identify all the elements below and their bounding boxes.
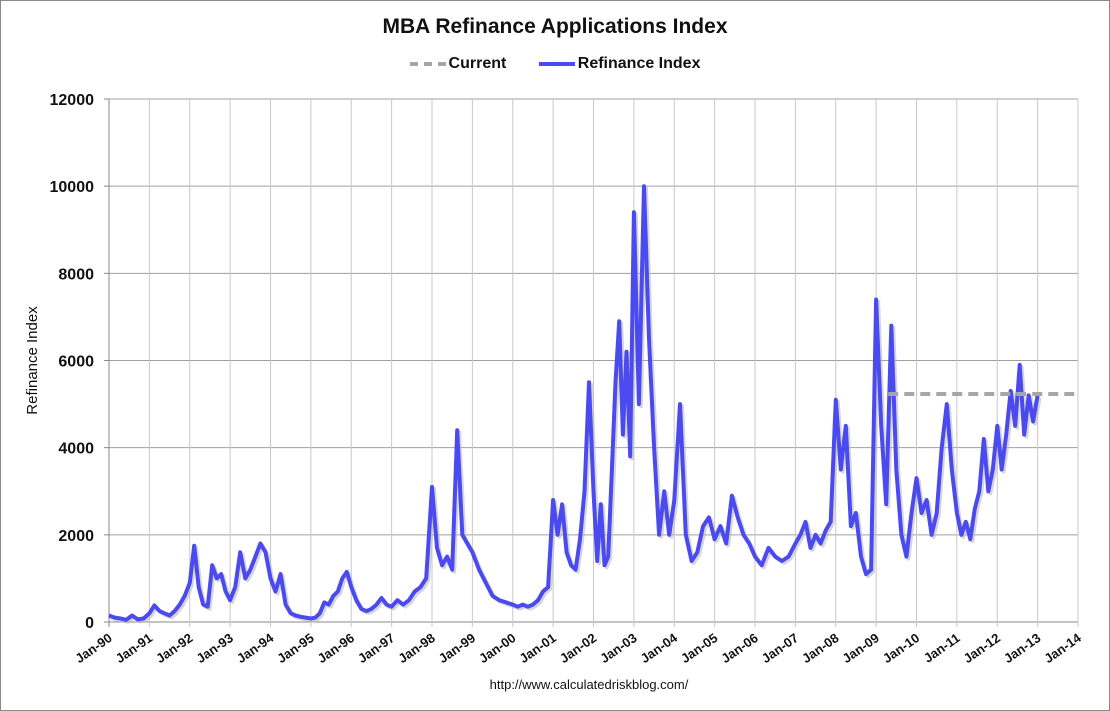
x-tick-label: Jan-06 xyxy=(718,630,760,666)
y-tick-label: 12000 xyxy=(50,92,95,109)
y-tick-label: 8000 xyxy=(58,266,94,283)
y-tick-label: 2000 xyxy=(58,528,94,545)
x-tick-label: Jan-10 xyxy=(880,630,922,666)
x-tick-label: Jan-90 xyxy=(72,630,114,666)
y-tick-label: 6000 xyxy=(58,354,94,371)
chart-title: MBA Refinance Applications Index xyxy=(382,15,728,38)
legend-label-current: Current xyxy=(448,55,507,72)
x-tick-label: Jan-09 xyxy=(839,630,881,666)
series-shadow-refinance-index xyxy=(110,186,1042,624)
x-tick-label: Jan-13 xyxy=(1001,630,1043,666)
x-tick-label: Jan-96 xyxy=(315,630,357,666)
x-tick-label: Jan-12 xyxy=(961,630,1003,666)
legend-label-refinance: Refinance Index xyxy=(577,55,701,72)
x-tick-label: Jan-93 xyxy=(193,630,235,666)
y-tick-label: 4000 xyxy=(58,441,94,458)
y-tick-label: 0 xyxy=(85,615,94,632)
x-tick-label: Jan-01 xyxy=(516,630,558,666)
legend-item-refinance: Refinance Index xyxy=(538,55,701,73)
series-line-refinance-index xyxy=(108,184,1040,622)
x-tick-label: Jan-97 xyxy=(355,630,397,666)
y-axis-label: Refinance Index xyxy=(24,306,41,415)
x-tick-label: Jan-99 xyxy=(436,630,478,666)
legend-swatch-refinance xyxy=(538,61,575,66)
x-tick-label: Jan-00 xyxy=(476,630,518,666)
x-tick-label: Jan-95 xyxy=(274,630,316,666)
x-tick-label: Jan-04 xyxy=(638,630,681,666)
y-tick-label: 10000 xyxy=(50,179,95,196)
legend-swatch-current xyxy=(409,61,446,66)
x-tick-label: Jan-91 xyxy=(113,630,155,666)
legend-item-current: Current xyxy=(409,55,507,73)
x-tick-label: Jan-98 xyxy=(395,630,437,666)
x-tick-label: Jan-11 xyxy=(921,630,963,666)
x-tick-label: Jan-05 xyxy=(678,630,720,666)
x-tick-label: Jan-14 xyxy=(1041,630,1084,666)
x-tick-label: Jan-08 xyxy=(799,630,841,666)
legend: Current Refinance Index xyxy=(1,55,1109,73)
x-tick-label: Jan-92 xyxy=(153,630,195,666)
x-tick-label: Jan-03 xyxy=(597,630,639,666)
x-tick-label: Jan-07 xyxy=(759,630,801,666)
x-tick-label: Jan-94 xyxy=(234,630,277,666)
source-url: http://www.calculatedriskblog.com/ xyxy=(489,677,689,692)
x-tick-label: Jan-02 xyxy=(557,630,599,666)
